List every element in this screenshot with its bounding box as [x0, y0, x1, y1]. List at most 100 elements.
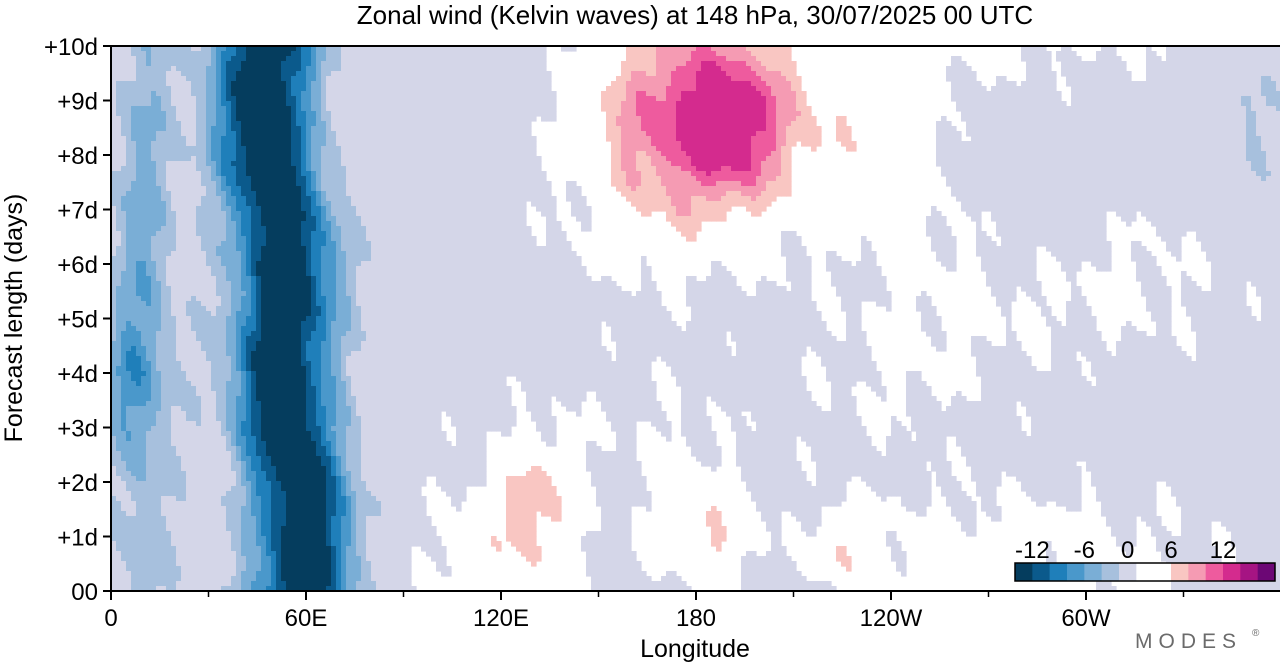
field-cell	[1036, 71, 1042, 77]
field-cell	[376, 151, 382, 157]
field-cell	[151, 126, 157, 132]
field-cell	[261, 141, 267, 147]
field-cell	[481, 131, 487, 137]
field-cell	[1166, 96, 1172, 102]
field-cell	[1071, 86, 1077, 92]
field-cell	[806, 141, 812, 147]
field-cell	[686, 146, 692, 152]
field-cell	[681, 121, 687, 127]
field-cell	[621, 91, 627, 97]
field-cell	[676, 131, 682, 137]
field-cell	[1226, 61, 1232, 67]
field-cell	[1001, 86, 1007, 92]
field-cell	[1131, 106, 1137, 112]
field-cell	[271, 71, 277, 77]
field-cell	[136, 71, 142, 77]
field-cell	[1186, 91, 1192, 97]
field-cell	[516, 116, 522, 122]
field-cell	[421, 146, 427, 152]
field-cell	[1036, 156, 1042, 162]
field-cell	[261, 126, 267, 132]
field-cell	[261, 91, 267, 97]
field-cell	[776, 111, 782, 117]
field-cell	[441, 121, 447, 127]
field-cell	[216, 111, 222, 117]
field-cell	[1161, 166, 1167, 172]
field-cell	[151, 111, 157, 117]
field-cell	[151, 71, 157, 77]
field-cell	[781, 151, 787, 157]
field-cell	[786, 146, 792, 152]
field-cell	[1011, 166, 1017, 172]
field-cell	[521, 101, 527, 107]
field-cell	[1211, 86, 1217, 92]
field-cell	[461, 151, 467, 157]
field-cell	[626, 86, 632, 92]
field-cell	[151, 56, 157, 62]
field-cell	[766, 86, 772, 92]
field-cell	[1146, 166, 1152, 172]
field-cell	[416, 111, 422, 117]
field-cell	[1166, 61, 1172, 67]
field-cell	[771, 131, 777, 137]
field-cell	[1036, 121, 1042, 127]
field-cell	[1146, 161, 1152, 167]
field-cell	[631, 81, 637, 87]
field-cell	[1066, 131, 1072, 137]
field-cell	[671, 96, 677, 102]
field-cell	[1196, 46, 1202, 52]
field-cell	[676, 126, 682, 132]
field-cell	[461, 46, 467, 52]
field-cell	[171, 56, 177, 62]
field-cell	[1076, 146, 1082, 152]
field-cell	[451, 76, 457, 82]
field-cell	[1021, 111, 1027, 117]
field-cell	[1261, 56, 1267, 62]
field-cell	[1116, 166, 1122, 172]
field-cell	[346, 161, 352, 167]
field-cell	[941, 121, 947, 127]
field-cell	[691, 51, 697, 57]
field-cell	[206, 56, 212, 62]
field-cell	[786, 81, 792, 87]
field-cell	[231, 76, 237, 82]
field-cell	[321, 91, 327, 97]
field-cell	[1081, 86, 1087, 92]
field-cell	[1021, 101, 1027, 107]
field-cell	[411, 171, 417, 177]
field-cell	[401, 71, 407, 77]
field-cell	[801, 136, 807, 142]
field-cell	[441, 91, 447, 97]
field-cell	[641, 176, 647, 182]
field-cell	[146, 51, 152, 57]
field-cell	[416, 141, 422, 147]
field-cell	[1246, 96, 1252, 102]
field-cell	[1181, 136, 1187, 142]
field-cell	[1201, 141, 1207, 147]
field-cell	[281, 91, 287, 97]
field-cell	[431, 116, 437, 122]
field-cell	[686, 66, 692, 72]
field-cell	[836, 121, 842, 127]
field-cell	[1256, 171, 1262, 177]
field-cell	[216, 96, 222, 102]
field-cell	[666, 176, 672, 182]
field-cell	[466, 151, 472, 157]
field-cell	[1036, 141, 1042, 147]
field-cell	[1076, 56, 1082, 62]
field-cell	[436, 116, 442, 122]
field-cell	[946, 161, 952, 167]
field-cell	[306, 111, 312, 117]
field-cell	[1136, 106, 1142, 112]
field-cell	[436, 141, 442, 147]
field-cell	[341, 101, 347, 107]
field-cell	[231, 171, 237, 177]
field-cell	[1041, 101, 1047, 107]
field-cell	[1181, 106, 1187, 112]
field-cell	[686, 176, 692, 182]
field-cell	[1161, 111, 1167, 117]
field-cell	[626, 141, 632, 147]
field-cell	[116, 51, 122, 57]
field-cell	[206, 146, 212, 152]
field-cell	[261, 81, 267, 87]
